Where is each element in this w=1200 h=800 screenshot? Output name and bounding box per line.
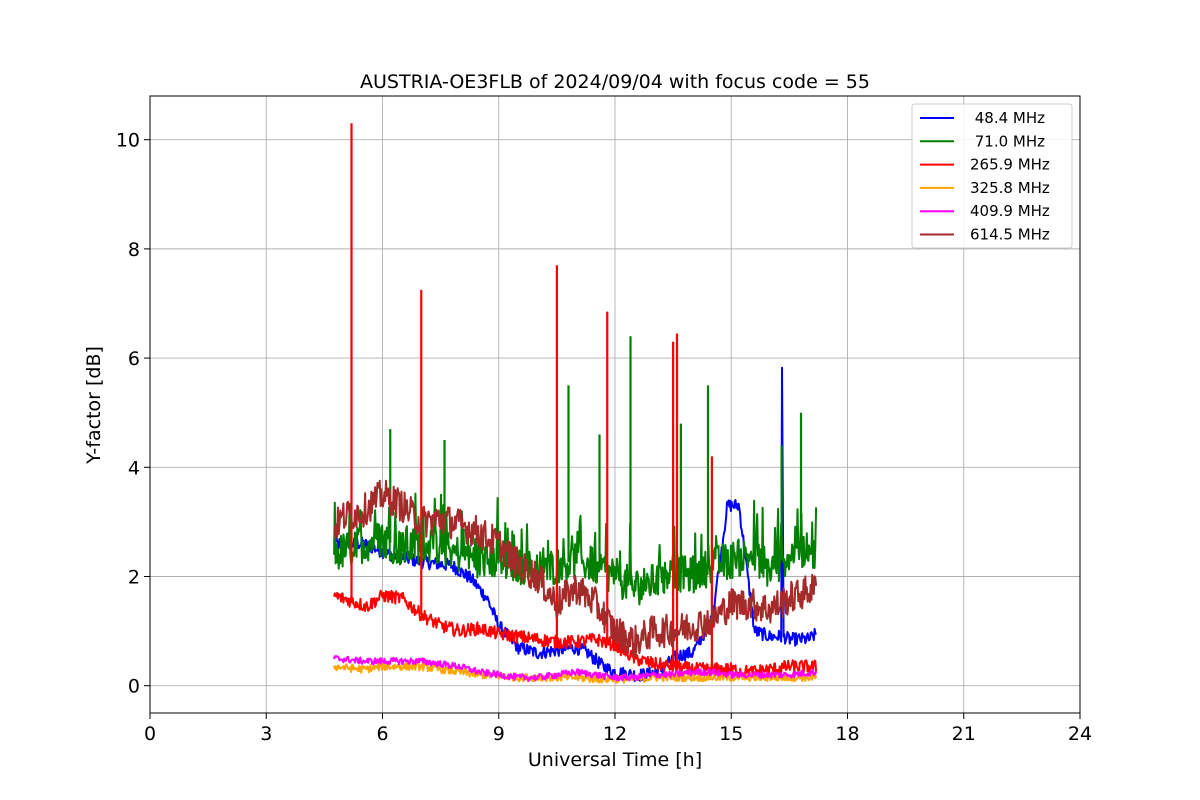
y-tick-label: 2 xyxy=(128,566,140,588)
y-tick-label: 8 xyxy=(128,239,140,261)
x-ticks: 0 3 6 9 12 15 18 21 24 xyxy=(144,713,1092,745)
series-3 xyxy=(333,662,818,684)
legend-label: 409.9 MHz xyxy=(970,202,1050,220)
x-tick-label: 24 xyxy=(1068,723,1092,745)
y-tick-label: 10 xyxy=(116,130,140,152)
x-tick-label: 9 xyxy=(493,723,505,745)
y-tick-label: 0 xyxy=(128,676,140,698)
series-layer xyxy=(333,123,818,684)
y-tick-label: 4 xyxy=(128,457,140,479)
legend-label: 614.5 MHz xyxy=(970,226,1050,244)
x-tick-label: 0 xyxy=(144,723,156,745)
x-tick-label: 3 xyxy=(260,723,272,745)
legend-label: 71.0 MHz xyxy=(970,132,1045,150)
chart-title: AUSTRIA-OE3FLB of 2024/09/04 with focus … xyxy=(360,71,870,93)
x-tick-label: 15 xyxy=(719,723,743,745)
series-0 xyxy=(333,366,818,683)
series-4 xyxy=(333,655,818,682)
y-tick-label: 6 xyxy=(128,348,140,370)
series-5 xyxy=(333,479,818,658)
x-tick-label: 6 xyxy=(376,723,388,745)
series-line xyxy=(333,655,818,682)
series-line xyxy=(333,492,818,606)
series-line xyxy=(333,366,818,683)
series-1 xyxy=(333,336,818,606)
y-ticks: 0 2 4 6 8 10 xyxy=(116,130,150,698)
series-line xyxy=(333,662,818,684)
legend-label: 325.8 MHz xyxy=(970,179,1050,197)
x-tick-label: 12 xyxy=(603,723,627,745)
x-tick-label: 18 xyxy=(835,723,859,745)
series-line xyxy=(333,479,818,658)
x-axis-label: Universal Time [h] xyxy=(528,749,702,771)
legend-label: 48.4 MHz xyxy=(970,109,1045,127)
y-axis-label: Y-factor [dB] xyxy=(83,346,105,465)
x-tick-label: 21 xyxy=(952,723,976,745)
series-line xyxy=(333,589,818,679)
legend: 48.4 MHz 71.0 MHz 265.9 MHz 325.8 MHz 409.9… xyxy=(911,103,1073,249)
legend-label: 265.9 MHz xyxy=(970,156,1050,174)
